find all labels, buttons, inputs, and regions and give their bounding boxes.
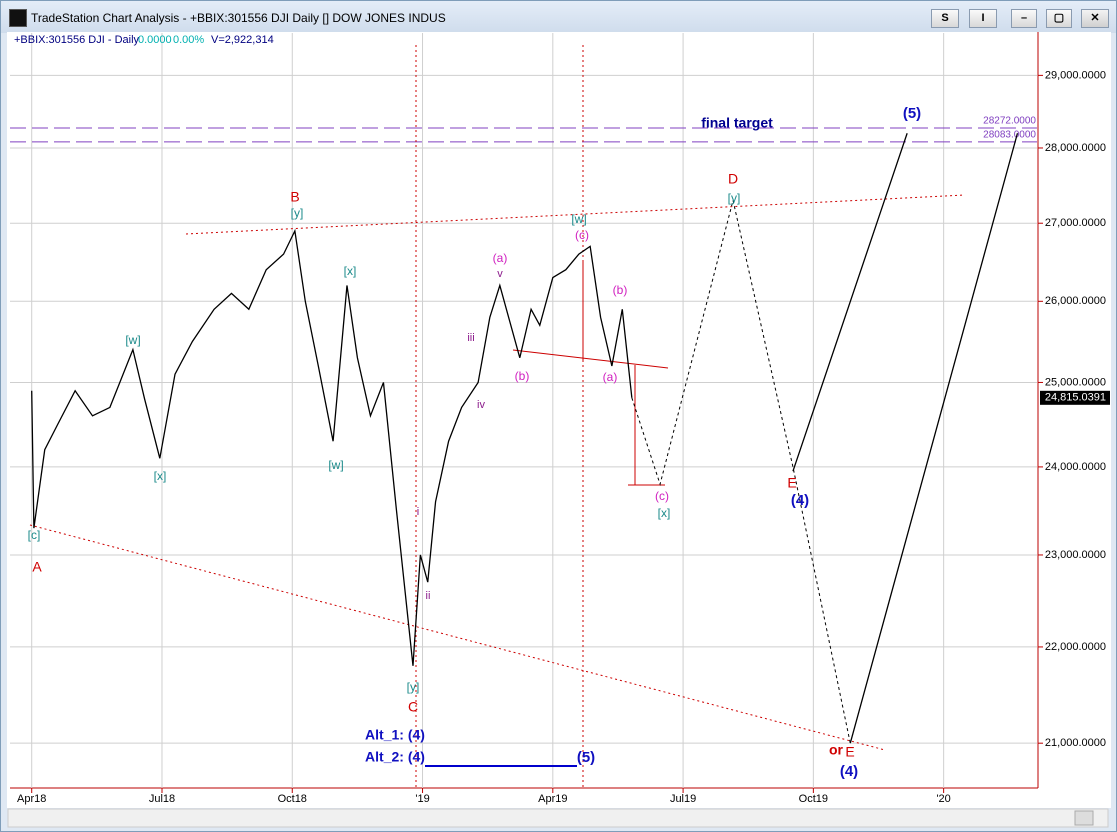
y-tick-label: 29,000.0000 <box>1045 69 1106 81</box>
price-line <box>849 133 1019 744</box>
wave-label: ii <box>426 590 431 602</box>
x-tick-label: Oct19 <box>799 793 828 805</box>
y-tick-label: 25,000.0000 <box>1045 376 1106 388</box>
wave-label: C <box>408 699 418 715</box>
y-tick-label: 22,000.0000 <box>1045 641 1106 653</box>
wave-label: (4) <box>791 492 809 509</box>
price-line <box>792 133 908 472</box>
wave-label: D <box>728 171 738 187</box>
change-info: 0.0000 <box>138 34 172 46</box>
style-button[interactable]: S <box>931 9 959 28</box>
wave-label: (a) <box>603 370 618 384</box>
info-button[interactable]: I <box>969 9 997 28</box>
close-button[interactable]: ✕ <box>1081 9 1109 28</box>
y-tick-label: 21,000.0000 <box>1045 737 1106 749</box>
trend-line <box>29 524 886 751</box>
volume-info: V=2,922,314 <box>211 34 274 46</box>
y-tick-label: 26,000.0000 <box>1045 295 1106 307</box>
minimize-button[interactable]: – <box>1011 9 1037 28</box>
price-line <box>31 228 633 666</box>
symbol-info: +BBIX:301556 DJI - Daily <box>14 34 140 46</box>
wave-label: E <box>787 475 796 491</box>
wave-label: [x] <box>658 506 671 520</box>
wave-label: [w] <box>571 212 586 226</box>
last-price-label: 24,815.0391 <box>1045 392 1106 404</box>
chart-background <box>7 32 1111 808</box>
wave-label: (5) <box>577 749 595 766</box>
wave-label: B <box>290 189 299 205</box>
wave-label: [c] <box>28 528 41 542</box>
wave-label: v <box>497 268 503 280</box>
wave-label: [y] <box>291 206 304 220</box>
wave-label: (b) <box>515 369 530 383</box>
wave-label: [y] <box>728 191 741 205</box>
wave-label: [w] <box>125 333 140 347</box>
target-label: 28272.0000 <box>983 116 1036 127</box>
wave-label: Alt_2: (4) <box>365 749 425 765</box>
x-tick-label: '19 <box>415 793 429 805</box>
scroll-thumb[interactable] <box>1074 810 1094 826</box>
wave-label: [w] <box>328 458 343 472</box>
window-title: TradeStation Chart Analysis - +BBIX:3015… <box>31 11 446 25</box>
wave-label: (c) <box>655 489 669 503</box>
wave-label: or <box>829 742 844 758</box>
x-tick-label: Jul18 <box>149 793 175 805</box>
scrollbar[interactable] <box>7 808 1109 828</box>
maximize-button[interactable]: ▢ <box>1046 9 1072 28</box>
wave-label: E <box>845 744 854 760</box>
x-tick-label: '20 <box>936 793 950 805</box>
wave-label: [y] <box>407 680 420 694</box>
wave-label: i <box>417 506 419 518</box>
wave-label: A <box>32 559 42 575</box>
wave-label: (b) <box>613 283 628 297</box>
wave-label: [x] <box>344 264 357 278</box>
title-bar: TradeStation Chart Analysis - +BBIX:3015… <box>1 1 1116 33</box>
x-tick-label: Jul19 <box>670 793 696 805</box>
x-tick-label: Apr18 <box>17 793 46 805</box>
wave-label: Alt_1: (4) <box>365 727 425 743</box>
wave-label: [x] <box>154 469 167 483</box>
x-tick-label: Oct18 <box>278 793 307 805</box>
wave-label: (c) <box>575 228 589 242</box>
change-pct-info: 0.00% <box>173 34 204 46</box>
wave-label: iii <box>467 332 474 344</box>
last-price-tag <box>1040 390 1110 405</box>
app-icon <box>9 9 27 27</box>
y-tick-label: 27,000.0000 <box>1045 217 1106 229</box>
wave-label: (5) <box>903 105 921 122</box>
price-line <box>631 200 851 744</box>
x-tick-label: Apr19 <box>538 793 567 805</box>
wave-label: (a) <box>493 251 508 265</box>
wave-label: final target <box>701 115 773 131</box>
y-tick-label: 28,000.0000 <box>1045 142 1106 154</box>
wave-label: (4) <box>840 763 858 780</box>
neckline <box>512 349 669 369</box>
target-label: 28083.0000 <box>983 129 1036 140</box>
y-tick-label: 24,000.0000 <box>1045 461 1106 473</box>
wave-label: iv <box>477 399 485 411</box>
y-tick-label: 23,000.0000 <box>1045 549 1106 561</box>
